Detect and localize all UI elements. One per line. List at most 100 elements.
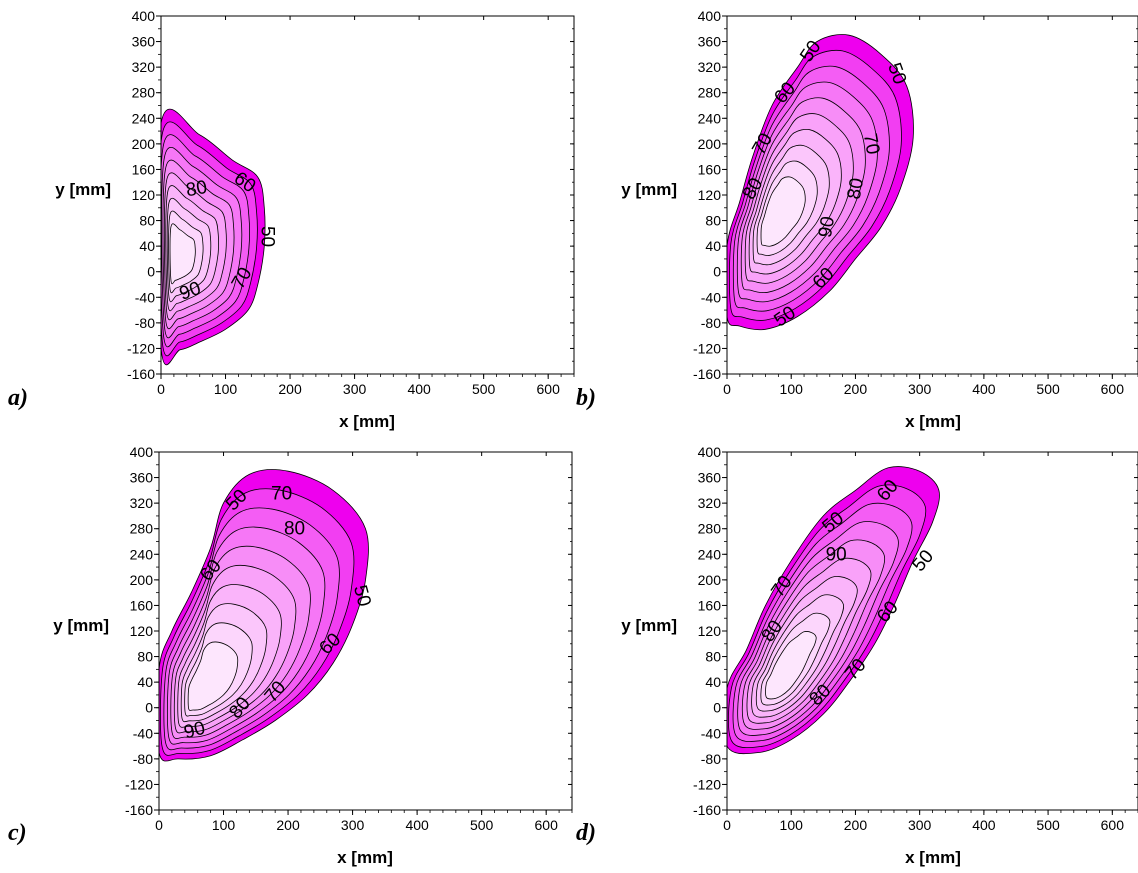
contour-band — [187, 641, 239, 711]
y-tick-label: 360 — [698, 470, 722, 486]
contour-label: 90 — [826, 544, 847, 565]
contour-band — [169, 223, 196, 285]
y-tick-label: -120 — [693, 776, 721, 792]
contour-label: 80 — [284, 519, 305, 540]
y-tick-label: 200 — [698, 572, 722, 588]
x-axis-title: x [mm] — [337, 848, 393, 867]
contour-bands — [161, 108, 266, 366]
y-tick-label: -40 — [701, 725, 721, 741]
x-tick-label: 400 — [407, 381, 431, 397]
x-axis-title: x [mm] — [339, 412, 395, 431]
y-tick-label: -80 — [133, 751, 153, 767]
x-tick-label: 400 — [972, 381, 996, 397]
y-tick-label: 0 — [147, 264, 155, 280]
chart-panel: 40036032028024020016012080400-40-80-120-… — [576, 444, 1138, 867]
x-tick-label: 500 — [1036, 381, 1060, 397]
y-tick-label: 240 — [698, 546, 722, 562]
contour-label: 70 — [271, 484, 292, 505]
y-tick-label: 320 — [698, 59, 722, 75]
y-tick-label: 40 — [705, 674, 721, 690]
panel-label: d) — [576, 820, 596, 846]
panel-label: a) — [8, 385, 28, 411]
y-tick-label: -160 — [125, 802, 153, 818]
x-tick-label: 600 — [1101, 381, 1125, 397]
y-tick-label: 400 — [132, 8, 156, 24]
y-axis-title: y [mm] — [621, 616, 677, 635]
y-tick-label: 40 — [705, 238, 721, 254]
y-tick-label: 160 — [130, 597, 154, 613]
y-tick-label: 240 — [130, 546, 154, 562]
y-tick-label: 80 — [705, 213, 721, 229]
y-tick-label: 320 — [130, 495, 154, 511]
x-tick-label: 0 — [723, 817, 731, 833]
contour-label: 70 — [859, 132, 883, 156]
x-tick-label: 200 — [844, 381, 868, 397]
x-tick-label: 100 — [780, 381, 804, 397]
y-axis-title: y [mm] — [621, 180, 677, 199]
x-tick-label: 300 — [908, 381, 932, 397]
y-tick-label: 280 — [130, 521, 154, 537]
y-tick-label: 120 — [132, 187, 156, 203]
x-tick-label: 500 — [472, 381, 496, 397]
y-tick-label: 240 — [132, 110, 156, 126]
contour-bands — [727, 466, 940, 755]
x-tick-label: 0 — [723, 381, 731, 397]
y-tick-label: -80 — [701, 315, 721, 331]
x-tick-label: 300 — [908, 817, 932, 833]
y-tick-label: 120 — [698, 187, 722, 203]
y-tick-label: 80 — [137, 649, 153, 665]
y-tick-label: 0 — [713, 700, 721, 716]
y-tick-label: 80 — [705, 649, 721, 665]
x-tick-label: 600 — [1101, 817, 1125, 833]
y-tick-label: 40 — [139, 238, 155, 254]
y-tick-label: 0 — [145, 700, 153, 716]
x-tick-label: 300 — [343, 381, 367, 397]
x-tick-label: 200 — [844, 817, 868, 833]
y-tick-label: 40 — [137, 674, 153, 690]
panel-label: c) — [8, 820, 27, 846]
y-tick-label: 400 — [698, 444, 722, 460]
panel-label: b) — [576, 385, 596, 411]
contour-label: 90 — [815, 215, 839, 239]
x-tick-label: 400 — [405, 817, 429, 833]
contour-bands — [159, 469, 369, 762]
y-tick-label: 240 — [698, 110, 722, 126]
x-tick-label: 100 — [214, 381, 238, 397]
y-tick-label: 160 — [698, 597, 722, 613]
y-tick-label: 120 — [130, 623, 154, 639]
x-tick-label: 600 — [535, 817, 559, 833]
y-tick-label: 200 — [698, 136, 722, 152]
y-tick-label: 80 — [139, 213, 155, 229]
y-tick-label: 280 — [132, 85, 156, 101]
y-tick-label: 200 — [130, 572, 154, 588]
x-tick-label: 500 — [1036, 817, 1060, 833]
y-tick-label: 0 — [713, 264, 721, 280]
y-tick-label: 320 — [132, 59, 156, 75]
x-tick-label: 300 — [341, 817, 365, 833]
x-tick-label: 200 — [276, 817, 300, 833]
x-tick-label: 100 — [780, 817, 804, 833]
y-tick-label: -120 — [127, 340, 155, 356]
contour-label: 80 — [844, 176, 868, 200]
x-tick-label: 200 — [278, 381, 302, 397]
y-tick-label: 400 — [130, 444, 154, 460]
y-tick-label: -40 — [135, 289, 155, 305]
y-axis-title: y [mm] — [55, 180, 111, 199]
y-tick-label: 360 — [132, 34, 156, 50]
chart-panel: 40036032028024020016012080400-40-80-120-… — [8, 8, 575, 431]
y-axis-title: y [mm] — [53, 616, 109, 635]
contour-bands — [727, 34, 914, 331]
y-tick-label: 360 — [130, 470, 154, 486]
y-tick-label: 360 — [698, 34, 722, 50]
y-tick-label: -40 — [701, 289, 721, 305]
contour-band — [760, 176, 806, 247]
x-tick-label: 0 — [155, 817, 163, 833]
y-tick-label: -80 — [701, 751, 721, 767]
contour-band — [765, 631, 817, 700]
x-tick-label: 400 — [972, 817, 996, 833]
y-tick-label: -120 — [125, 776, 153, 792]
y-tick-label: 320 — [698, 495, 722, 511]
y-tick-label: 160 — [698, 161, 722, 177]
contour-label: 50 — [256, 226, 277, 247]
